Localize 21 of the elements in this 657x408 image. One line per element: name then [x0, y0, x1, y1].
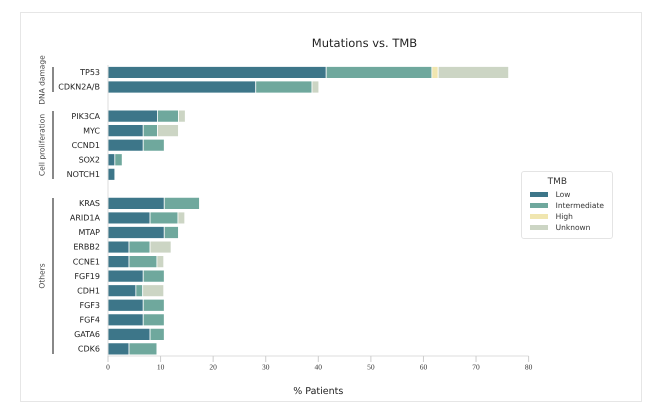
y-tick-label: FGF4	[80, 315, 100, 324]
y-tick-label: FGF3	[80, 300, 100, 310]
legend-title: TMB	[546, 177, 568, 187]
y-tick-label: CDH1	[77, 286, 100, 296]
y-tick-label: SOX2	[78, 155, 100, 164]
y-tick-label: MYC	[83, 126, 100, 136]
y-tick-label: NOTCH1	[66, 170, 100, 179]
y-tick-label: MTAP	[78, 228, 100, 238]
y-tick-label: CDKN2A/B	[58, 82, 100, 92]
chart-title: Mutations vs. TMB	[310, 36, 418, 50]
y-tick-label: FGF19	[74, 272, 100, 281]
y-tick-label: CCND1	[72, 140, 100, 150]
y-tick-label: TP53	[79, 68, 100, 78]
y-tick-label: ARID1A	[70, 214, 101, 223]
y-tick-label: ERBB2	[73, 242, 100, 252]
y-tick-label: KRAS	[78, 199, 100, 208]
y-tick-label: PIK3CA	[71, 112, 101, 121]
x-axis-title: % Patients	[293, 386, 344, 397]
y-tick-label: CDK6	[78, 344, 100, 354]
y-tick-label: GATA6	[74, 330, 100, 340]
y-tick-label: CCNE1	[72, 257, 100, 266]
